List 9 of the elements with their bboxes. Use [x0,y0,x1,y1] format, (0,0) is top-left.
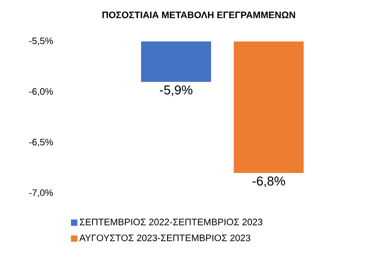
y-tick-label: -6,5% [29,138,53,146]
legend-label: ΑΥΓΟΥΣΤΟΣ 2023-ΣΕΠΤΕΜΒΡΙΟΣ 2023 [79,234,250,242]
data-label: -6,8% [252,176,286,187]
y-tick-label: -7,0% [29,189,53,198]
data-label: -5,9% [160,85,192,96]
chart-title: ΠΟΣΟΣΤΙΑΙΑ ΜΕΤΑΒΟΛΗ ΕΓΕΓΡΑΜΜΕΝΩΝ [102,11,296,18]
y-tick-label: -5,5% [29,37,53,46]
legend-label: ΣΕΠΤΕΜΒΡΙΟΣ 2022-ΣΕΠΤΕΜΒΡΙΟΣ 2023 [80,218,262,226]
y-tick-label: -6,0% [29,88,53,96]
